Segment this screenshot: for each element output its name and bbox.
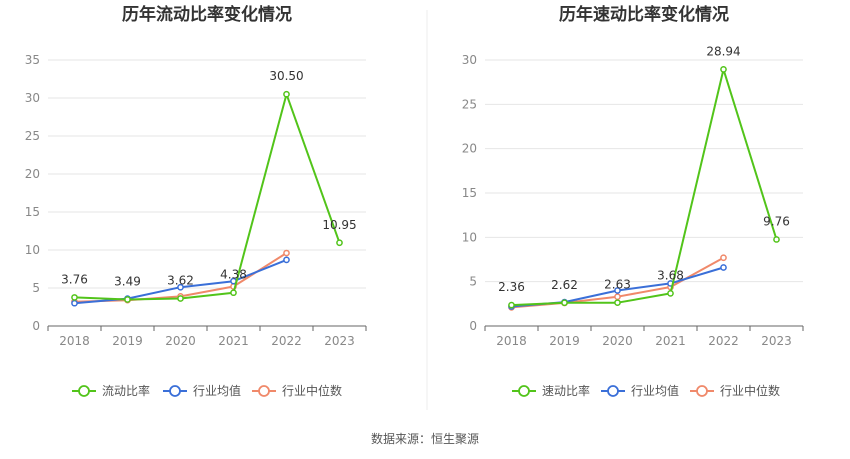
data-point: [561, 299, 568, 307]
y-tick-label: 30: [462, 53, 477, 67]
chart-panel-1: 历年流动比率变化情况 0 5 10 15 20 25 30 35 2018 2019 2020 2021…: [25, 4, 367, 398]
x-tick-label: 2020: [165, 334, 196, 348]
legend-label: 行业均值: [193, 383, 241, 398]
data-point: [124, 296, 131, 303]
x-tick-label: 2018: [59, 334, 90, 348]
data-label: 4.38: [220, 268, 247, 282]
data-label: 2.63: [604, 278, 631, 292]
legend-label: 流动比率: [102, 383, 150, 398]
data-point: [71, 299, 78, 307]
data-point: [720, 264, 727, 271]
y-tick-label: 15: [462, 186, 477, 200]
x-tick-label: 2022: [708, 334, 739, 348]
x-tick-label: 2023: [324, 334, 355, 348]
data-point: [720, 66, 727, 73]
y-tick-label: 0: [32, 319, 40, 333]
data-point: [614, 299, 621, 307]
x-tick-label: 2022: [271, 334, 302, 348]
legend-label: 行业中位数: [720, 383, 780, 398]
y-tick-label: 35: [25, 53, 40, 67]
data-point: [720, 254, 727, 262]
data-label: 28.94: [706, 44, 740, 58]
y-tick-label: 5: [32, 281, 40, 295]
data-point: [283, 90, 290, 98]
y-tick-label: 30: [25, 91, 40, 105]
data-label: 3.68: [657, 268, 684, 282]
legend-marker: [696, 385, 708, 397]
data-label: 10.95: [322, 218, 356, 232]
x-tick-label: 2023: [761, 334, 792, 348]
data-point: [71, 294, 78, 301]
data-label: 3.49: [114, 274, 141, 288]
data-label: 3.76: [61, 272, 88, 286]
chart-title: 历年流动比率变化情况: [122, 4, 292, 25]
data-point: [667, 290, 674, 297]
x-tick-label: 2018: [496, 334, 527, 348]
data-point: [614, 287, 621, 294]
data-point: [283, 256, 290, 264]
data-point: [177, 283, 184, 291]
chart-title: 历年速动比率变化情况: [559, 4, 729, 25]
data-point: [773, 236, 780, 243]
data-point: [508, 301, 515, 309]
x-tick-label: 2019: [112, 334, 143, 348]
data-label: 2.36: [498, 280, 525, 294]
data-point: [336, 239, 343, 247]
series-line-1: [511, 68, 778, 307]
legend-marker: [518, 385, 530, 397]
legend-label: 速动比率: [542, 383, 590, 398]
data-point: [230, 289, 237, 297]
chart-panel-2: 历年速动比率变化情况 0 5 10 15 20 25 30 2018 2019 2020 2021 20…: [462, 4, 804, 398]
y-tick-label: 15: [25, 205, 40, 219]
legend-marker: [169, 385, 181, 397]
x-tick-label: 2021: [218, 334, 249, 348]
x-tick-label: 2020: [602, 334, 633, 348]
legend-label: 行业均值: [631, 383, 679, 398]
x-tick-label: 2019: [549, 334, 580, 348]
y-tick-label: 5: [469, 275, 477, 289]
data-label: 9.76: [763, 214, 790, 228]
y-tick-label: 20: [25, 167, 40, 181]
data-point: [614, 293, 621, 301]
y-tick-label: 10: [25, 243, 40, 257]
legend-marker: [78, 385, 90, 397]
series-line-1: [74, 93, 341, 301]
footer-source: 数据来源：恒生聚源: [371, 431, 479, 446]
data-label: 3.62: [167, 273, 194, 287]
legend-marker: [607, 385, 619, 397]
legend-marker: [258, 385, 270, 397]
data-label: 2.62: [551, 278, 578, 292]
y-tick-label: 25: [25, 129, 40, 143]
y-tick-label: 25: [462, 97, 477, 111]
data-point: [283, 249, 290, 257]
x-tick-label: 2021: [655, 334, 686, 348]
y-tick-label: 10: [462, 230, 477, 244]
y-tick-label: 0: [469, 319, 477, 333]
data-point: [177, 295, 184, 302]
y-tick-label: 20: [462, 142, 477, 156]
data-label: 30.50: [269, 69, 303, 83]
legend-label: 行业中位数: [282, 383, 342, 398]
